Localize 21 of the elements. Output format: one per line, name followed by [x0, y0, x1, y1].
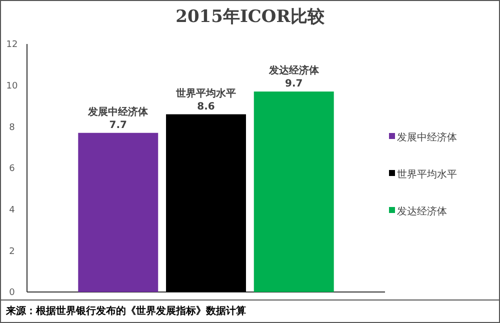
y-tick-label: 12 [6, 40, 18, 50]
bar [254, 92, 334, 292]
y-tick-label: 8 [9, 122, 16, 133]
legend-label: 发展中经济体 [397, 132, 457, 144]
chart-title: 2015年ICOR比较 [176, 7, 326, 27]
text: 世界平均水平 [176, 88, 236, 100]
legend-label: 发达经济体 [397, 206, 447, 218]
data-label: 7.7 [109, 120, 128, 131]
data-label: 8.6 [197, 101, 215, 112]
y-tick-label: 0 [9, 288, 16, 298]
y-tick-label: 4 [9, 205, 16, 216]
source-note: 来源：根据世界银行发布的《世界发展指标》数据计算 [5, 305, 246, 317]
y-tick-label: 6 [9, 164, 16, 174]
data-label: 9.7 [285, 78, 303, 90]
text: 发展中经济体 [88, 106, 148, 118]
bar [78, 132, 158, 292]
legend-label: 世界平均水平 [397, 168, 457, 180]
y-tick-label: 2 [9, 246, 15, 257]
bar [166, 114, 246, 292]
text: 发达经济体 [268, 66, 319, 77]
y-tick-label: 10 [6, 81, 18, 92]
